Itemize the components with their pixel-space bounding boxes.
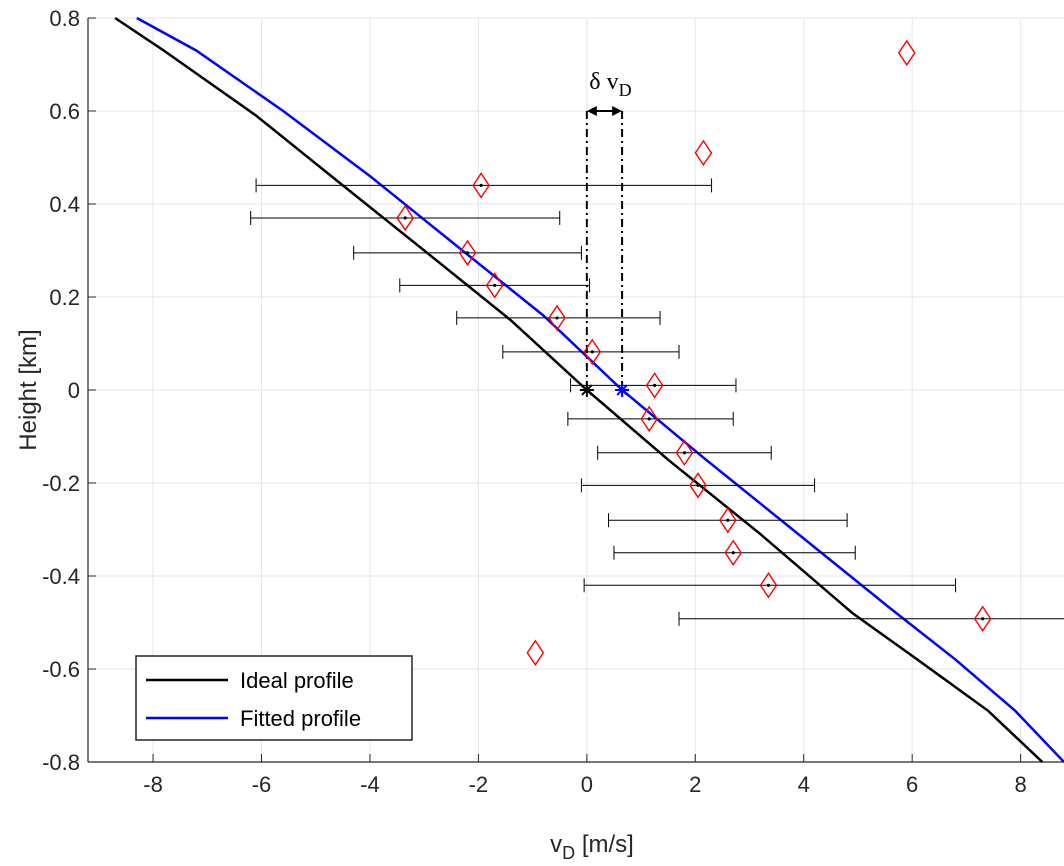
measurement-dot bbox=[555, 316, 559, 320]
y-tick-label: 0.2 bbox=[49, 285, 80, 310]
outlier-diamond bbox=[526, 639, 545, 666]
measurement-dot bbox=[731, 551, 735, 555]
measurement-dot bbox=[479, 183, 483, 187]
outlier-diamond bbox=[897, 39, 916, 67]
measurement-dot bbox=[403, 216, 407, 220]
y-tick-label: -0.6 bbox=[42, 657, 80, 682]
measurement-dot bbox=[647, 417, 651, 421]
y-tick-label: -0.2 bbox=[42, 471, 80, 496]
measurement-diamond bbox=[583, 338, 602, 366]
outlier-diamond bbox=[694, 139, 713, 167]
measurement-dot bbox=[465, 251, 470, 255]
y-tick-label: 0.4 bbox=[49, 192, 80, 217]
error-bars bbox=[250, 178, 1064, 626]
x-tick-label: -2 bbox=[469, 772, 489, 797]
x-tick-label: 6 bbox=[906, 772, 918, 797]
asterisk-stroke bbox=[581, 384, 593, 396]
measurement-dot bbox=[981, 617, 985, 621]
measurement-dot bbox=[726, 518, 730, 522]
measurement-diamond bbox=[973, 605, 992, 633]
delta-label: δ vD bbox=[589, 69, 631, 100]
tick-labels: -8 -6 -4 -2 0 2 4 6 8 -0.8 -0.6 -0.4 -0.2 0 0.2 0.4 0.6 0… bbox=[42, 6, 1027, 797]
measurement-diamond bbox=[718, 506, 737, 534]
measurement-diamond bbox=[472, 172, 490, 199]
delta-arrow-head-right bbox=[612, 106, 623, 116]
x-tick-label: 8 bbox=[1014, 772, 1026, 797]
x-tick-label: -6 bbox=[252, 772, 272, 797]
measurement-dot bbox=[493, 283, 497, 287]
legend-label-fitted: Fitted profile bbox=[240, 706, 361, 731]
y-axis-label: Height [km] bbox=[15, 329, 42, 450]
x-tick-label: -4 bbox=[360, 772, 380, 797]
axes bbox=[87, 17, 1064, 763]
x-tick-label: 0 bbox=[581, 772, 593, 797]
measurement-markers bbox=[396, 39, 992, 666]
measurement-diamond bbox=[458, 239, 477, 267]
legend: Ideal profile Fitted profile bbox=[135, 655, 413, 741]
asterisk-stroke bbox=[616, 384, 628, 396]
x-tick-label: 4 bbox=[798, 772, 810, 797]
measurement-dot bbox=[696, 483, 700, 487]
measurement-diamond bbox=[759, 572, 778, 599]
y-tick-label: -0.4 bbox=[42, 564, 80, 589]
y-tick-label: 0.8 bbox=[49, 6, 80, 31]
measurement-diamond bbox=[640, 405, 659, 433]
y-tick-label: 0 bbox=[68, 378, 80, 403]
reference-asterisk bbox=[615, 383, 630, 397]
reference-points bbox=[579, 383, 630, 397]
x-axis-label: vD [m/s] bbox=[550, 831, 634, 863]
delta-arrow-head-left bbox=[586, 106, 597, 116]
x-tick-label: -8 bbox=[143, 772, 163, 797]
measurement-diamond bbox=[675, 439, 694, 467]
x-tick-label: 2 bbox=[689, 772, 701, 797]
measurement-diamond bbox=[645, 372, 664, 399]
measurement-diamond bbox=[724, 539, 743, 567]
legend-label-ideal: Ideal profile bbox=[240, 668, 354, 693]
measurement-diamond bbox=[689, 472, 707, 499]
reference-asterisk bbox=[579, 383, 594, 397]
measurement-dot bbox=[766, 583, 771, 587]
legend-box bbox=[135, 655, 413, 741]
delta-annotation: δ vD bbox=[585, 69, 632, 390]
measurement-diamond bbox=[485, 272, 504, 299]
measurement-dot bbox=[653, 383, 657, 387]
measurement-diamond bbox=[396, 204, 415, 232]
y-tick-label: -0.8 bbox=[42, 750, 80, 775]
measurement-dot bbox=[590, 350, 594, 354]
y-tick-label: 0.6 bbox=[49, 99, 80, 124]
measurement-diamond bbox=[548, 304, 566, 332]
measurement-dot bbox=[682, 451, 687, 455]
